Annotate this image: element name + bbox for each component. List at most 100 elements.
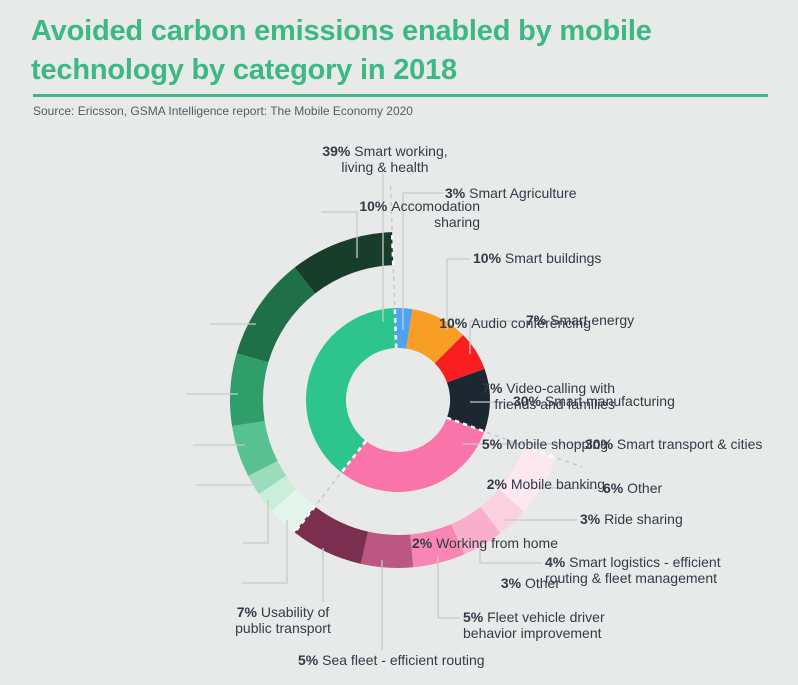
outer-segment-mobile-shopping [232, 420, 278, 476]
outer-segment-accommodation [294, 232, 394, 294]
label-line: 10% Smart buildings [473, 250, 602, 266]
label-line: sharing [434, 213, 480, 230]
leader-line-other-working [241, 520, 288, 584]
label-percent: 5% [298, 652, 323, 668]
chart-label-video: 7% Video-calling with friends and familie… [482, 380, 615, 412]
label-line: behavior improvement [463, 624, 602, 641]
label-line: 10% Accomodation [359, 198, 480, 214]
title-underline [33, 94, 768, 97]
chart-label-ride: 3% Ride sharing [580, 511, 683, 528]
leader-line-agriculture [402, 192, 443, 330]
page-title: Avoided carbon emissions enabled by mobi… [31, 12, 652, 90]
boundary-dash-line [340, 440, 368, 474]
boundary-dash-line [557, 457, 583, 468]
label-line: 3% Ride sharing [580, 511, 683, 527]
label-line: 4% Smart logistics - efficient [545, 554, 721, 570]
outer-segment-usability [294, 506, 369, 564]
label-percent: 30% [585, 436, 617, 452]
outer-segment-smart-logistics [451, 506, 501, 555]
outer-segment-ride-sharing [480, 489, 524, 534]
leader-line-wfh [243, 500, 269, 544]
boundary-dash-line [390, 232, 395, 266]
outer-segment-fleet-driver [410, 524, 465, 568]
label-percent: 30% [513, 393, 545, 409]
leader-line-accommodation [321, 211, 358, 258]
label-line: 3% Smart Agriculture [445, 185, 577, 201]
label-line: 30% Smart manufacturing [513, 393, 675, 409]
chart-label-fleet-driver: 5% Fleet vehicle driver behavior improvem… [463, 609, 605, 641]
title-line-1: Avoided carbon emissions enabled by mobi… [31, 15, 652, 47]
chart-label-buildings: 10% Smart buildings [473, 250, 602, 267]
chart-label-other-transport: 6% Other [603, 480, 663, 497]
boundary-dash-line [393, 308, 398, 349]
label-line: 10% Audio conferencing [439, 315, 591, 331]
chart-label-accommodation: 10% Accomodation sharing [359, 198, 480, 230]
label-line: 5% Mobile shopping [481, 436, 608, 452]
label-line: 7% Smart energy [526, 312, 635, 328]
outer-segment-other-transport [498, 446, 556, 512]
label-line: friends and families [494, 395, 615, 412]
leader-line-energy [469, 320, 524, 354]
inner-slice-smart-buildings [406, 309, 464, 364]
title-line-2: technology by category in 2018 [31, 54, 457, 86]
leader-line-buildings [446, 258, 470, 330]
boundary-dash-line [392, 267, 396, 306]
outer-segment-other-working [271, 488, 315, 533]
source-attribution: Source: Ericsson, GSMA Intelligence repo… [33, 104, 413, 118]
label-percent: 5% [463, 609, 488, 625]
outer-segment-sea-fleet [360, 531, 414, 568]
label-percent: 3% [445, 185, 470, 201]
outer-segment-mobile-banking [248, 461, 287, 495]
label-line: 5% Fleet vehicle driver [463, 609, 605, 625]
label-line: 3% Other [500, 575, 560, 591]
leader-line-logistics [479, 540, 542, 564]
chart-label-audio: 10% Audio conferencing [439, 315, 591, 332]
boundary-dash-line [487, 431, 524, 447]
label-line: routing & fleet management [545, 569, 717, 586]
label-percent: 7% [236, 604, 261, 620]
chart-label-banking: 2% Mobile banking [486, 476, 605, 493]
label-percent: 3% [500, 575, 525, 591]
inner-slice-smart-working [305, 308, 397, 473]
chart-label-sea-fleet: 5% Sea fleet - efficient routing [298, 652, 485, 669]
label-line: 7% Video-calling with [482, 380, 615, 396]
label-line: 7% Usability of [236, 604, 330, 620]
label-line: 39% Smart working, [322, 143, 448, 159]
boundary-dash-line [389, 182, 393, 231]
label-percent: 3% [580, 511, 605, 527]
label-percent: 5% [481, 436, 507, 452]
label-line: public transport [235, 619, 331, 636]
label-line: 30% Smart transport & cities [585, 436, 763, 452]
label-percent: 7% [482, 380, 507, 396]
label-percent: 7% [526, 312, 551, 328]
label-percent: 10% [473, 250, 505, 266]
chart-label-transport: 30% Smart transport & cities [585, 436, 763, 453]
chart-label-working-living: 39% Smart working, living & health [285, 143, 485, 175]
outer-segment-audio-conf [236, 267, 316, 363]
boundary-dash-line [293, 505, 316, 534]
chart-label-manufacturing: 30% Smart manufacturing [513, 393, 675, 410]
label-line: 2% Working from home [411, 535, 558, 551]
label-line: living & health [341, 158, 429, 175]
label-line: 2% Mobile banking [486, 476, 605, 492]
chart-label-energy: 7% Smart energy [526, 312, 635, 329]
inner-slice-smart-transport [341, 417, 485, 492]
outer-segment-video-calling [230, 353, 269, 427]
chart-label-shopping: 5% Mobile shopping [481, 436, 608, 453]
boundary-dash-line [524, 444, 557, 459]
chart-label-agriculture: 3% Smart Agriculture [445, 185, 577, 202]
inner-slice-smart-energy [434, 334, 485, 383]
chart-label-wfh: 2% Working from home [411, 535, 558, 552]
chart-label-other-working: 3% Other [500, 575, 560, 592]
label-percent: 10% [439, 315, 472, 331]
label-percent: 2% [486, 476, 511, 492]
chart-label-usability: 7% Usability of public transport [195, 604, 371, 636]
boundary-dash-line [315, 474, 341, 506]
label-line: 6% Other [603, 480, 663, 496]
label-percent: 39% [322, 143, 355, 159]
leader-line-fleet-driver [437, 556, 460, 619]
label-percent: 4% [545, 554, 570, 570]
label-percent: 2% [411, 535, 437, 551]
